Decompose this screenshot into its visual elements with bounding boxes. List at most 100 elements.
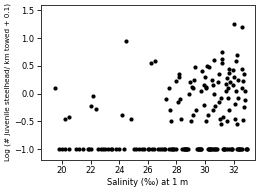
Point [234, 60, 238, 63]
Point [220, 62, 224, 65]
Point [211, 109, 215, 112]
Point [210, 78, 214, 81]
Point [191, 113, 196, 116]
Point [101, 147, 105, 151]
Point [193, 65, 197, 69]
Point [239, 147, 243, 151]
Point [232, 23, 236, 26]
Point [217, 100, 221, 103]
Point [179, 117, 183, 120]
Point [152, 147, 156, 151]
Point [178, 98, 182, 101]
Point [86, 147, 90, 151]
Point [235, 53, 239, 56]
Point [124, 39, 128, 42]
Point [140, 147, 144, 151]
X-axis label: Salinity (‰) at 1 m: Salinity (‰) at 1 m [107, 178, 188, 187]
Point [190, 85, 194, 89]
Point [99, 147, 103, 151]
Point [219, 122, 223, 126]
Point [212, 147, 216, 151]
Point [63, 117, 67, 120]
Point [222, 147, 226, 151]
Point [142, 147, 146, 151]
Point [177, 73, 181, 76]
Point [227, 71, 231, 74]
Point [225, 147, 229, 151]
Point [219, 50, 224, 54]
Point [195, 147, 199, 151]
Point [167, 147, 171, 151]
Point [163, 147, 167, 151]
Point [63, 147, 67, 151]
Point [206, 147, 210, 151]
Point [89, 147, 93, 151]
Point [212, 92, 216, 95]
Point [88, 104, 93, 107]
Point [185, 147, 189, 151]
Point [207, 65, 211, 69]
Point [188, 81, 192, 84]
Point [197, 147, 202, 151]
Point [91, 95, 95, 98]
Point [110, 147, 114, 151]
Point [213, 104, 217, 107]
Point [243, 89, 247, 92]
Point [223, 147, 227, 151]
Point [234, 89, 238, 92]
Point [176, 100, 180, 103]
Point [232, 75, 237, 79]
Point [186, 92, 191, 95]
Point [233, 117, 237, 120]
Point [240, 67, 244, 70]
Point [192, 78, 196, 81]
Point [236, 78, 240, 81]
Point [229, 147, 233, 151]
Point [199, 89, 203, 92]
Point [214, 147, 218, 151]
Point [225, 120, 229, 123]
Point [199, 147, 203, 151]
Point [117, 147, 121, 151]
Point [226, 96, 230, 99]
Point [231, 84, 235, 87]
Point [226, 109, 231, 112]
Point [147, 147, 151, 151]
Point [194, 109, 198, 112]
Point [235, 147, 239, 151]
Point [189, 120, 193, 123]
Point [237, 147, 241, 151]
Point [224, 89, 228, 92]
Point [60, 147, 64, 151]
Point [74, 147, 78, 151]
Point [170, 147, 174, 151]
Point [211, 147, 215, 151]
Point [109, 147, 113, 151]
Point [208, 147, 212, 151]
Point [222, 147, 226, 151]
Point [217, 73, 222, 76]
Point [174, 80, 179, 83]
Point [186, 147, 190, 151]
Point [207, 147, 211, 151]
Point [172, 147, 176, 151]
Point [202, 103, 206, 106]
Point [67, 147, 71, 151]
Point [218, 117, 222, 120]
Point [238, 147, 242, 151]
Point [204, 85, 208, 89]
Point [240, 86, 244, 89]
Point [196, 147, 200, 151]
Point [218, 96, 223, 99]
Point [57, 147, 61, 151]
Point [230, 147, 234, 151]
Point [137, 147, 141, 151]
Point [242, 73, 246, 76]
Point [237, 147, 242, 151]
Point [212, 59, 216, 62]
Point [81, 147, 86, 151]
Point [199, 147, 204, 151]
Point [226, 86, 230, 89]
Point [169, 147, 173, 151]
Point [224, 77, 229, 80]
